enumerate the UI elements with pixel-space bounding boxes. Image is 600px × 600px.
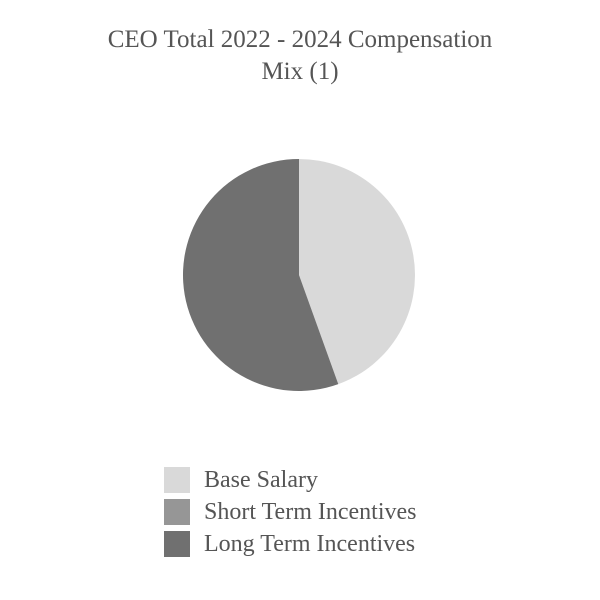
legend-label-short-term-incentives: Short Term Incentives xyxy=(204,498,417,525)
legend-item-base-salary: Base Salary xyxy=(164,464,484,496)
chart-title: CEO Total 2022 - 2024 Compensation Mix (… xyxy=(50,24,550,88)
pie-slice-base-salary xyxy=(299,159,415,385)
pie-slices xyxy=(182,158,415,391)
legend-item-long-term-incentives: Long Term Incentives xyxy=(164,528,484,560)
legend-swatch-long-term-incentives xyxy=(164,531,190,557)
legend-swatch-base-salary xyxy=(164,467,190,493)
legend-swatch-short-term-incentives xyxy=(164,499,190,525)
chart-title-line-1: CEO Total 2022 - 2024 Compensation xyxy=(107,26,493,53)
chart-title-line-2: Mix (1) xyxy=(261,58,339,85)
legend: Base Salary Short Term Incentives Long T… xyxy=(164,464,484,560)
legend-label-long-term-incentives: Long Term Incentives xyxy=(204,530,416,557)
pie-slice-long-term-incentives xyxy=(182,158,339,391)
legend-label-base-salary: Base Salary xyxy=(204,466,318,493)
legend-item-short-term-incentives: Short Term Incentives xyxy=(164,496,484,528)
